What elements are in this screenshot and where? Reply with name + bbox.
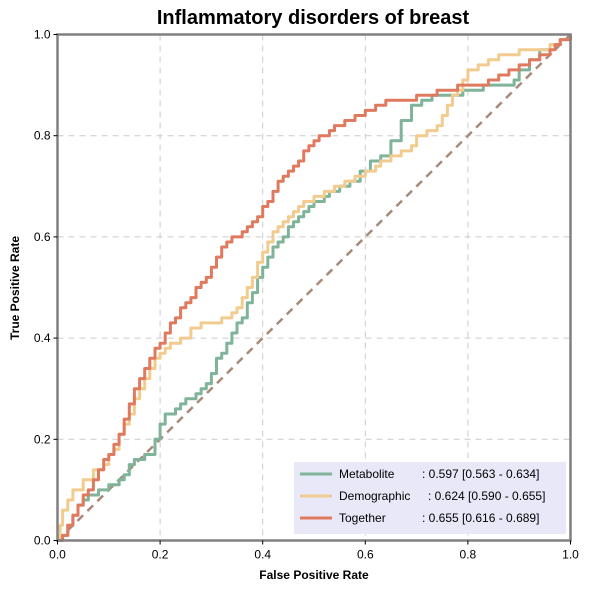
y-tick-label: 0.6 [34,230,51,244]
y-tick-label: 0.8 [34,129,51,143]
legend-label-metabolite: Metabolite [339,467,395,481]
x-tick-label: 0.2 [152,548,169,562]
chart-title: Inflammatory disorders of breast [157,7,470,29]
y-tick-label: 0.0 [34,534,51,548]
legend-value-together: : 0.655 [0.616 - 0.689] [422,511,539,525]
series-layer [57,34,572,542]
x-tick-label: 1.0 [562,548,579,562]
legend: Metabolite : 0.597 [0.563 - 0.634] Demogra… [294,462,566,534]
x-tick-label: 0.4 [254,548,271,562]
y-axis-ticks: 0.0 0.2 0.4 0.6 0.8 1.0 [34,28,58,548]
legend-value-metabolite: : 0.597 [0.563 - 0.634] [422,467,539,481]
x-axis-title: False Positive Rate [259,568,369,582]
legend-box [294,462,566,534]
y-tick-label: 0.2 [34,432,51,446]
x-tick-label: 0.8 [460,548,477,562]
legend-value-demographic: : 0.624 [0.590 - 0.655] [428,489,545,503]
grid-lines [57,34,571,541]
series-line-together [57,34,572,542]
series-line-demographic [57,34,572,542]
x-tick-label: 0.0 [49,548,66,562]
y-tick-label: 0.4 [34,331,51,345]
legend-label-together: Together [339,511,386,525]
legend-label-demographic: Demographic [339,489,410,503]
plot-frame [56,33,572,542]
x-tick-label: 0.6 [357,548,374,562]
y-axis-title: True Positive Rate [8,236,22,340]
y-tick-label: 1.0 [34,28,51,42]
x-axis-ticks: 0.0 0.2 0.4 0.6 0.8 1.0 [49,540,579,562]
